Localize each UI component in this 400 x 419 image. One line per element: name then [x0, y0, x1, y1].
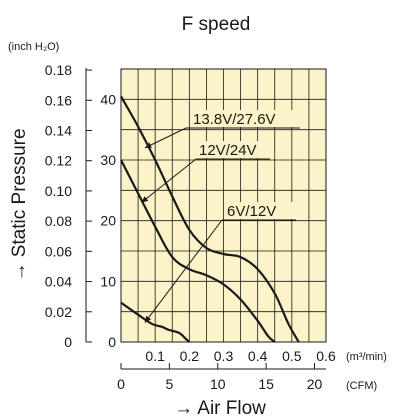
x-axis-secondary-tick-label: 5 — [165, 376, 173, 392]
x-axis-tick-label: 0.1 — [145, 348, 165, 364]
series-labels: 13.8V/27.6V 12V/24V 6V/12V — [141, 110, 300, 323]
series-label-arrowhead — [144, 142, 152, 148]
y-axis-secondary-tick-label: 0.18 — [45, 62, 72, 78]
series-label-arrowhead — [141, 196, 149, 203]
x-axis-ticks: 0.1 0.2 0.3 0.4 0.5 0.6 — [145, 348, 336, 364]
x-axis-tick-label: 0.6 — [316, 348, 336, 364]
y-axis-ticks: 0 10 20 30 40 — [100, 91, 116, 350]
x-axis-tick-label: 0.2 — [180, 348, 200, 364]
series-label-leader — [144, 127, 187, 149]
series-label-background — [197, 141, 270, 158]
series-label-leader — [144, 219, 223, 323]
series-label-mid: 12V/24V — [199, 142, 257, 159]
series-line-low — [120, 301, 191, 343]
series-lines — [120, 95, 300, 343]
series-label-background — [191, 110, 300, 127]
y-axis-tick-label: 20 — [100, 213, 116, 229]
x-axis-secondary-tick-label: 0 — [117, 376, 125, 392]
x-axis-tick-label: 0.4 — [248, 348, 268, 364]
y-axis-secondary: 0 0.02 0.04 0.06 0.08 0.10 0.12 0.14 0.16 0.18 — [45, 62, 92, 350]
series-line-mid — [120, 159, 276, 343]
y-axis-secondary-unit: (inch H₂O) — [8, 41, 59, 53]
series-label-leader — [141, 158, 197, 203]
series-label-low: 6V/12V — [227, 203, 276, 220]
y-axis-secondary-tick-label: 0.10 — [45, 183, 72, 199]
y-axis-secondary-tick-label: 0.04 — [45, 274, 72, 290]
x-axis-secondary-tick-label: 10 — [210, 376, 226, 392]
y-axis-secondary-tick-label: 0.16 — [45, 92, 72, 108]
y-axis-secondary-tick-label: 0.02 — [45, 304, 72, 320]
x-axis-tick-label: 0.5 — [282, 348, 302, 364]
y-axis-secondary-tick-label: 0.14 — [45, 122, 72, 138]
series-label-arrowhead — [144, 315, 152, 323]
x-axis-unit: (m³/min) — [346, 351, 387, 363]
x-axis-secondary-tick-label: 15 — [258, 376, 274, 392]
series-label-high: 13.8V/27.6V — [193, 111, 276, 128]
y-axis-tick-label: 0 — [108, 334, 116, 350]
y-axis-secondary-tick-label: 0.06 — [45, 243, 72, 259]
y-axis-tick-label: 30 — [100, 152, 116, 168]
x-axis-secondary: 0 5 10 15 20 — [117, 363, 326, 392]
x-axis-secondary-unit: (CFM) — [346, 380, 377, 392]
chart-title: F speed — [182, 14, 251, 35]
series-line-high — [120, 95, 300, 343]
y-axis-secondary-tick-label: 0.08 — [45, 213, 72, 229]
plot-border — [120, 68, 327, 343]
y-axis-tick-label: 40 — [100, 91, 116, 107]
x-axis-tick-label: 0.3 — [214, 348, 234, 364]
y-axis-secondary-tick-label: 0.12 — [45, 153, 72, 169]
y-axis-tick-label: 10 — [100, 273, 116, 289]
series-label-background — [225, 202, 296, 219]
y-axis-secondary-tick-label: 0 — [64, 334, 72, 350]
x-axis-label: → Air Flow — [174, 398, 266, 419]
y-axis-label: → Static Pressure — [9, 128, 30, 281]
x-axis-secondary-tick-label: 20 — [307, 376, 323, 392]
